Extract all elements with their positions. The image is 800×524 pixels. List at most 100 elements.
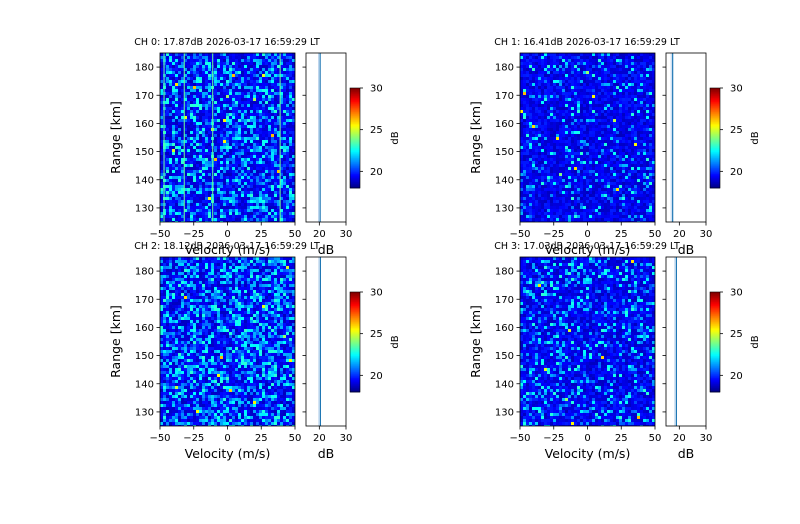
heatmap-cell [631,179,634,182]
heatmap-cell [253,65,256,68]
heatmap-cell [235,179,238,182]
heatmap-cell [529,200,532,203]
heatmap-cell [283,203,286,206]
heatmap-cell [238,185,241,188]
heatmap-cell [286,182,289,185]
heatmap-cell [535,92,538,95]
heatmap-cell [292,92,295,95]
heatmap-cell [553,113,556,116]
heatmap-cell [544,173,547,176]
heatmap-cell [262,86,265,89]
heatmap-cell [283,119,286,122]
heatmap-cell [553,128,556,131]
heatmap-cell [643,137,646,140]
heatmap-cell [553,110,556,113]
heatmap-cell [169,173,172,176]
heatmap-cell [640,143,643,146]
heatmap-cell [592,95,595,98]
heatmap-cell [529,131,532,134]
heatmap-cell [247,122,250,125]
heatmap-cell [628,86,631,89]
heatmap-cell [202,80,205,83]
heatmap-cell [577,188,580,191]
heatmap-cell [193,74,196,77]
heatmap-cell [199,173,202,176]
heatmap-cell [274,158,277,161]
heatmap-cell [190,161,193,164]
heatmap-cell [592,185,595,188]
heatmap-cell [214,218,217,221]
heatmap-cell [523,101,526,104]
heatmap-cell [538,185,541,188]
heatmap-cell [559,83,562,86]
heatmap-cell [523,131,526,134]
heatmap-cell [595,143,598,146]
heatmap-cell [583,62,586,65]
heatmap-cell [166,194,169,197]
heatmap-cell [205,128,208,131]
heatmap-cell [250,71,253,74]
heatmap-cell [562,131,565,134]
heatmap-cell [622,74,625,77]
heatmap-cell [250,191,253,194]
heatmap-cell [235,158,238,161]
heatmap-cell [649,140,652,143]
heatmap-cell [274,206,277,209]
heatmap-cell [181,164,184,167]
heatmap-cell [565,131,568,134]
heatmap-cell [571,107,574,110]
heatmap-cell [238,62,241,65]
heatmap-cell [166,74,169,77]
heatmap-cell [175,110,178,113]
heatmap-cell [571,80,574,83]
heatmap-cell [178,200,181,203]
heatmap-cell [637,74,640,77]
heatmap-cell [205,134,208,137]
heatmap-cell [253,74,256,77]
heatmap-cell [250,77,253,80]
heatmap-cell [226,68,229,71]
heatmap-cell [205,209,208,212]
heatmap-cell [178,104,181,107]
heatmap-cell [598,161,601,164]
heatmap-cell [634,98,637,101]
heatmap-cell [214,146,217,149]
heatmap-cell [640,80,643,83]
heatmap-cell [577,113,580,116]
heatmap-cell [187,197,190,200]
heatmap-cell [241,167,244,170]
heatmap-cell [229,119,232,122]
heatmap-cell [622,83,625,86]
heatmap-cell [178,89,181,92]
heatmap-cell [220,80,223,83]
heatmap-cell [613,188,616,191]
heatmap-cell [223,104,226,107]
heatmap-cell [247,188,250,191]
heatmap-cell [646,62,649,65]
heatmap-cell [262,203,265,206]
heatmap-cell [604,59,607,62]
heatmap-cell [625,110,628,113]
heatmap-cell [208,74,211,77]
heatmap-cell [556,86,559,89]
heatmap-cell [214,176,217,179]
heatmap-cell [589,125,592,128]
heatmap-cell [565,155,568,158]
heatmap-cell [616,167,619,170]
heatmap-cell [634,74,637,77]
heatmap-cell [229,65,232,68]
heatmap-cell [274,191,277,194]
heatmap-cell [583,143,586,146]
heatmap-cell [283,206,286,209]
colorbar-segment [350,88,360,90]
heatmap-cell [289,206,292,209]
heatmap-cell [601,128,604,131]
heatmap-cell [529,161,532,164]
heatmap-cell [223,59,226,62]
heatmap-cell [541,185,544,188]
heatmap-cell [187,164,190,167]
heatmap-cell [610,53,613,56]
heatmap-cell [619,155,622,158]
heatmap-cell [616,164,619,167]
heatmap-cell [202,203,205,206]
